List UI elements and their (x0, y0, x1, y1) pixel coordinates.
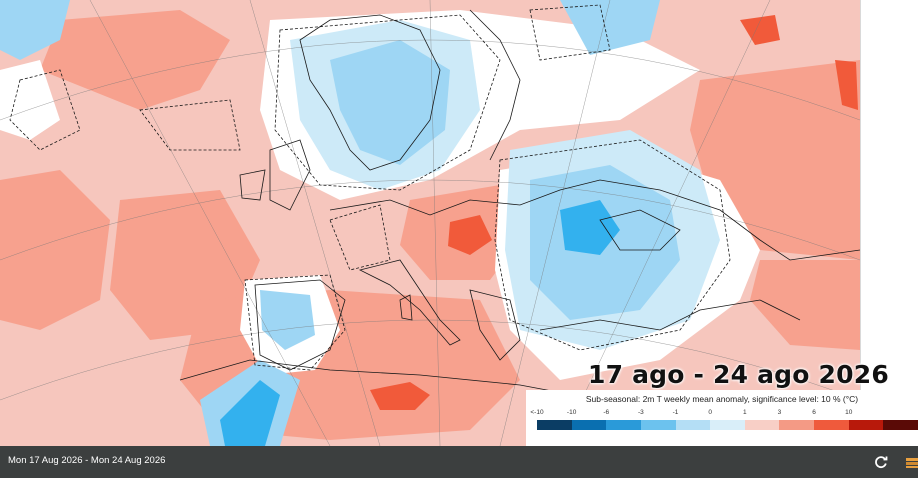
legend-swatch (606, 420, 642, 430)
legend-tick-label: 0 (708, 409, 712, 416)
legend-tick-label: 1 (743, 409, 747, 416)
legend-tick-label: 6 (812, 409, 816, 416)
legend-swatch (848, 420, 884, 430)
hot-spot-algeria (370, 382, 430, 410)
period-title: 17 ago - 24 ago 2026 (588, 360, 889, 389)
legend-ticks: <-10 -10 -6 -3 -1 0 1 3 6 10 (526, 409, 918, 419)
legend-swatch (675, 420, 711, 430)
cold-area-ukraine (560, 200, 620, 255)
legend-swatch (779, 420, 815, 430)
legend-color-bar (537, 420, 918, 430)
legend-swatch (537, 420, 573, 430)
hot-spot-central-europe (448, 215, 492, 255)
legend-tick-label: 3 (777, 409, 782, 416)
hot-spot-russia (835, 60, 858, 110)
legend-swatch (744, 420, 780, 430)
map-margin (860, 0, 918, 446)
color-legend: Sub-seasonal: 2m T weekly mean anomaly, … (526, 390, 918, 446)
map-canvas (0, 0, 860, 446)
layers-icon[interactable] (905, 456, 918, 468)
status-bar: Mon 17 Aug 2026 - Mon 24 Aug 2026 (0, 446, 918, 478)
warm-area-turkey (750, 260, 860, 350)
hot-spot-caucasus (740, 15, 780, 45)
significance-contours (9, 4, 731, 371)
neutral-area-nw (0, 60, 60, 140)
warm-area-west (0, 170, 110, 330)
legend-swatch (640, 420, 677, 430)
anomaly-map[interactable] (0, 0, 860, 446)
legend-tick-label: <-10 (530, 409, 544, 416)
cold-area-greenland (0, 0, 70, 60)
coastlines (179, 9, 860, 411)
legend-swatch (814, 420, 850, 430)
legend-swatch (571, 420, 607, 430)
legend-tick-label: -1 (672, 409, 679, 416)
legend-tick-label: -3 (638, 409, 644, 416)
legend-tick-label: -6 (603, 409, 610, 416)
legend-tick-label: -10 (566, 409, 577, 416)
cold-area-atlantic-sw-core (220, 380, 280, 446)
legend-tick-label: 10 (845, 409, 853, 416)
cold-area-iberia (260, 290, 315, 350)
warm-area-atlantic (40, 10, 230, 110)
legend-caption: Sub-seasonal: 2m T weekly mean anomaly, … (585, 394, 859, 404)
legend-swatch (710, 420, 746, 430)
cold-area-north-sea (560, 0, 660, 55)
date-range-label: Mon 17 Aug 2026 - Mon 24 Aug 2026 (8, 455, 166, 466)
refresh-icon[interactable] (873, 454, 889, 470)
legend-swatch (883, 420, 918, 430)
